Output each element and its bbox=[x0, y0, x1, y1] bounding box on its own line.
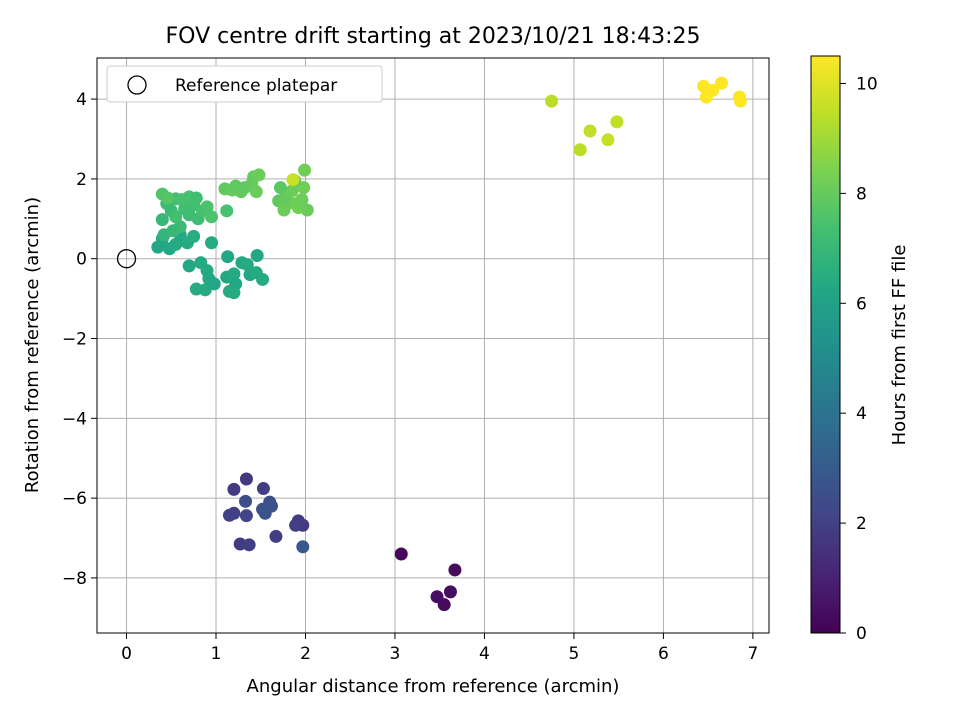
y-tick-label: 2 bbox=[76, 170, 87, 190]
data-point bbox=[297, 181, 311, 195]
colorbar-tick-label: 2 bbox=[856, 514, 867, 534]
data-point bbox=[256, 272, 270, 286]
x-tick-label: 2 bbox=[300, 644, 311, 664]
y-tick-label: −6 bbox=[62, 489, 87, 509]
colorbar-tick-label: 10 bbox=[856, 74, 878, 94]
colorbar-label: Hours from first FF file bbox=[889, 245, 910, 446]
data-point bbox=[182, 259, 196, 273]
data-point bbox=[296, 540, 310, 554]
y-tick-label: −4 bbox=[62, 409, 87, 429]
data-point bbox=[157, 228, 171, 242]
data-point bbox=[242, 538, 256, 552]
data-point bbox=[249, 185, 263, 199]
data-point bbox=[205, 236, 219, 250]
y-tick-label: −8 bbox=[62, 569, 87, 589]
data-point bbox=[443, 585, 457, 599]
data-point bbox=[545, 94, 559, 108]
data-point bbox=[448, 563, 462, 577]
data-point bbox=[205, 210, 219, 224]
data-point bbox=[187, 229, 201, 243]
data-point bbox=[573, 143, 587, 157]
y-axis-label: Rotation from reference (arcmin) bbox=[22, 197, 43, 493]
data-point bbox=[227, 267, 241, 281]
data-point bbox=[252, 168, 266, 182]
data-point bbox=[239, 472, 253, 486]
y-tick-label: −2 bbox=[62, 330, 87, 350]
scatter-points bbox=[151, 76, 747, 612]
data-point bbox=[222, 508, 236, 522]
data-point bbox=[394, 547, 408, 561]
colorbar-tick-label: 4 bbox=[856, 404, 867, 424]
plot-frame bbox=[96, 57, 770, 634]
data-point bbox=[273, 181, 287, 195]
data-point bbox=[298, 163, 312, 177]
x-tick-label: 1 bbox=[211, 644, 222, 664]
colorbar-ticks: 0 2 4 6 8 10 bbox=[840, 74, 878, 644]
data-point bbox=[733, 94, 747, 108]
legend-box bbox=[106, 65, 383, 103]
data-point bbox=[610, 115, 624, 129]
data-point bbox=[289, 518, 303, 532]
data-point bbox=[169, 210, 183, 224]
y-tick-label: 4 bbox=[76, 90, 87, 110]
data-point bbox=[256, 482, 270, 496]
data-point bbox=[189, 282, 203, 296]
x-tick-label: 4 bbox=[479, 644, 490, 664]
data-point bbox=[189, 191, 203, 205]
legend-label: Reference platepar bbox=[175, 76, 337, 96]
x-tick-label: 7 bbox=[747, 644, 758, 664]
data-point bbox=[706, 83, 720, 97]
legend: Reference platepar bbox=[106, 65, 383, 103]
data-point bbox=[155, 213, 169, 227]
colorbar-tick-label: 0 bbox=[856, 624, 867, 644]
data-point bbox=[227, 286, 241, 300]
chart-title: FOV centre drift starting at 2023/10/21 … bbox=[166, 24, 701, 49]
data-point bbox=[437, 598, 451, 612]
x-tick-label: 0 bbox=[121, 644, 132, 664]
data-point bbox=[239, 509, 253, 523]
data-point bbox=[258, 506, 272, 520]
data-point bbox=[583, 124, 597, 138]
data-point bbox=[200, 200, 214, 214]
x-tick-label: 6 bbox=[658, 644, 669, 664]
y-tick-label: 0 bbox=[76, 250, 87, 270]
x-axis-ticks: 0 1 2 3 4 5 6 7 bbox=[121, 633, 758, 664]
data-point bbox=[227, 482, 241, 496]
data-point bbox=[220, 204, 234, 218]
x-axis-label: Angular distance from reference (arcmin) bbox=[247, 676, 620, 697]
legend-marker bbox=[127, 75, 147, 95]
colorbar-tick-label: 8 bbox=[856, 184, 867, 204]
data-point bbox=[601, 133, 615, 147]
x-tick-label: 5 bbox=[569, 644, 580, 664]
data-point bbox=[277, 203, 291, 217]
colorbar-tick-label: 6 bbox=[856, 294, 867, 314]
gridlines bbox=[97, 58, 769, 633]
data-point bbox=[295, 193, 309, 207]
data-point bbox=[250, 249, 264, 263]
colorbar-bar bbox=[810, 55, 841, 634]
data-point bbox=[286, 173, 300, 187]
data-point bbox=[285, 184, 299, 198]
reference-platepar-marker bbox=[116, 249, 137, 269]
colorbar: 0 2 4 6 8 10 Hours from first FF file bbox=[810, 55, 910, 644]
y-axis-ticks: −8 −6 −4 −2 0 2 4 bbox=[62, 90, 97, 589]
data-point bbox=[715, 76, 729, 90]
x-tick-label: 3 bbox=[390, 644, 401, 664]
data-point bbox=[240, 258, 254, 272]
data-point bbox=[269, 529, 283, 543]
data-point bbox=[239, 494, 253, 508]
data-point bbox=[161, 191, 175, 205]
data-point bbox=[221, 250, 235, 264]
data-point bbox=[300, 203, 314, 217]
